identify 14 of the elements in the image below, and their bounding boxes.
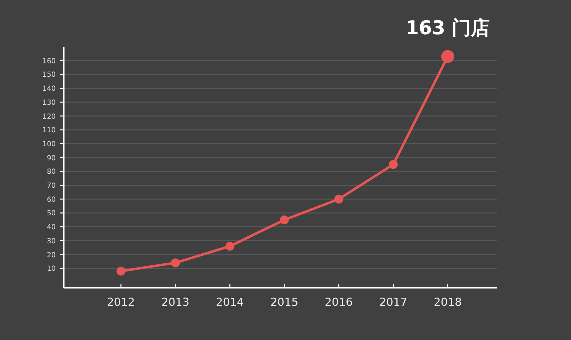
point [389, 160, 398, 170]
x-tick-label: 2016 [325, 296, 354, 309]
point [226, 242, 235, 251]
x-tick-label: 2012 [107, 296, 136, 309]
x-tick-label: 2014 [216, 296, 244, 309]
point [116, 266, 126, 276]
x-tick-label: 2018 [434, 296, 462, 309]
x-tick-label: 2013 [162, 296, 190, 309]
point [334, 194, 344, 204]
annotation: 163 门店 [406, 18, 490, 40]
point [171, 258, 180, 268]
point [280, 216, 290, 225]
x-tick-label: 2015 [270, 296, 299, 309]
x-tick-label: 2017 [380, 296, 408, 309]
